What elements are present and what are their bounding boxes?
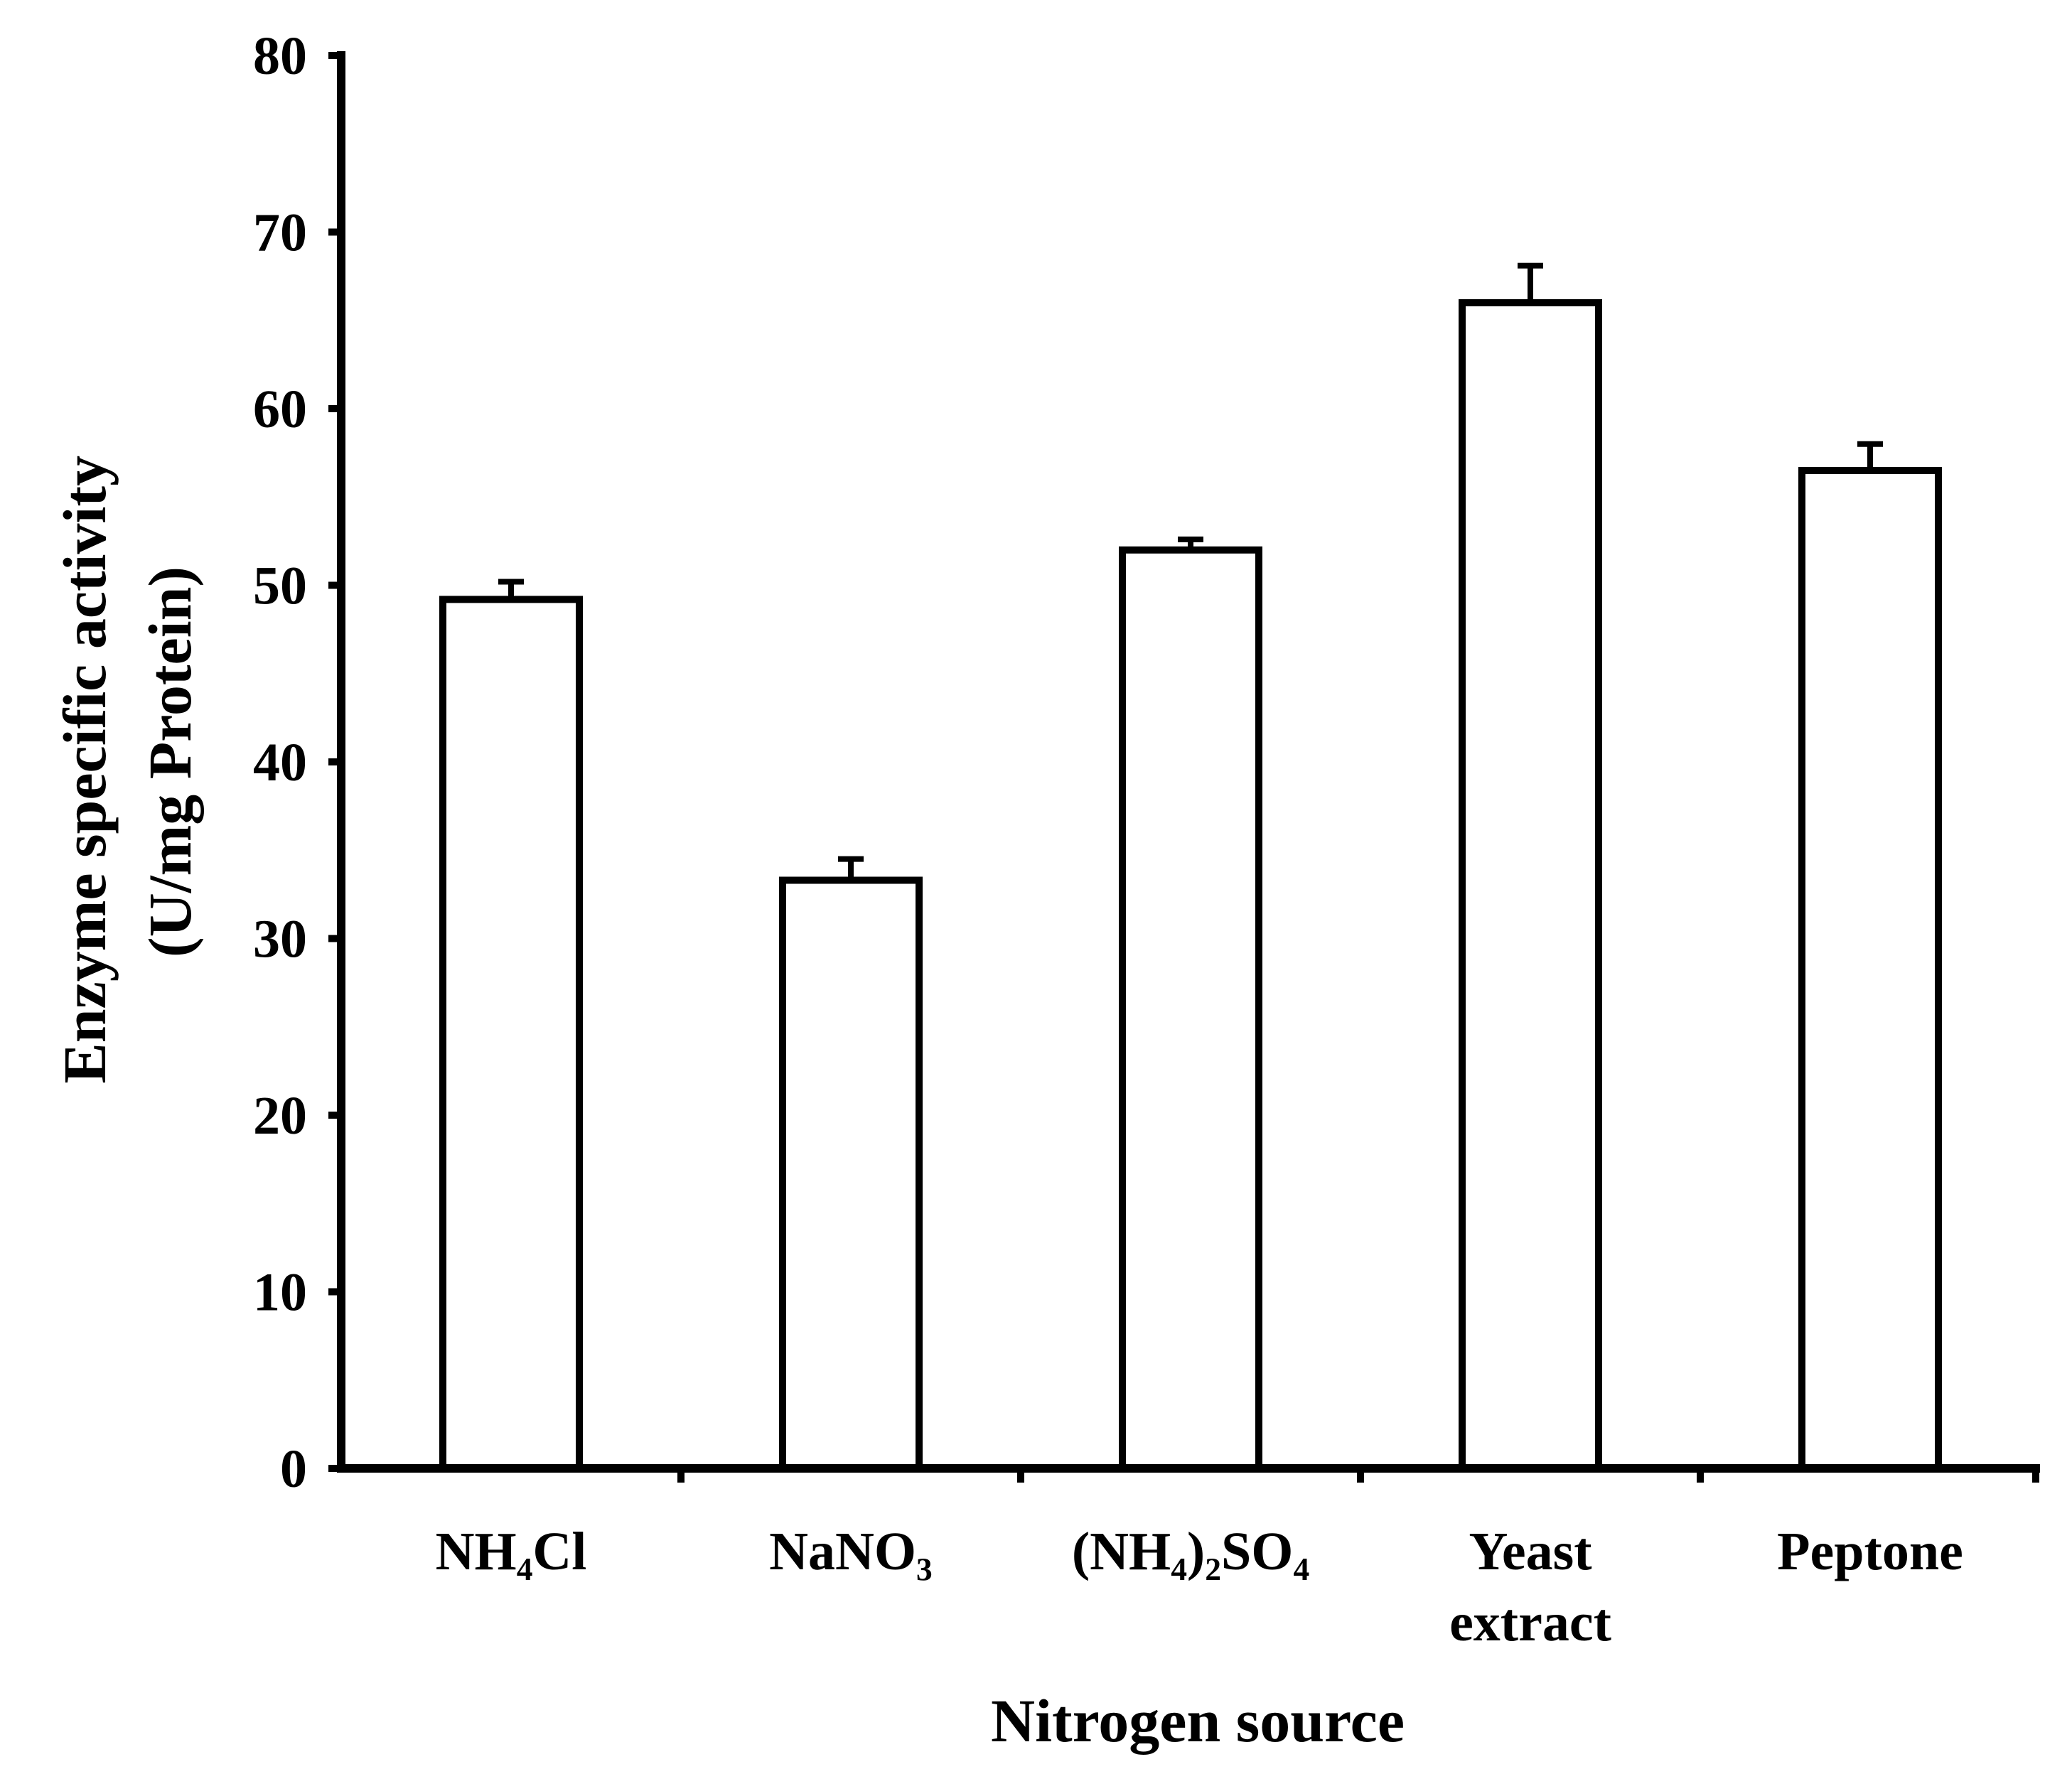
y-axis-title-line1: Enzyme specific activity: [50, 456, 119, 1084]
bar: [439, 596, 583, 1472]
y-tick-label: 80: [253, 26, 307, 86]
bar: [779, 876, 923, 1472]
x-category-label: Peptone: [1777, 1522, 1963, 1581]
x-category-label: (NH₄)₂SO₄: [1072, 1522, 1310, 1581]
x-axis-title: Nitrogen source: [991, 1687, 1405, 1755]
bars-group: [439, 299, 1942, 1472]
y-tick-label: 0: [280, 1439, 307, 1499]
x-category-label: NH₄Cl: [436, 1522, 587, 1581]
x-category-label: extract: [1449, 1593, 1611, 1652]
y-tick-label: 70: [253, 203, 307, 263]
x-category-label: NaNO₃: [769, 1522, 933, 1581]
y-tick-label: 60: [253, 380, 307, 439]
bar: [1798, 466, 1942, 1472]
x-category-label: Yeast: [1469, 1522, 1591, 1581]
y-tick-label: 40: [253, 733, 307, 792]
y-axis-title-line2: (U/mg Protein): [136, 566, 204, 957]
bar: [1119, 546, 1262, 1472]
y-tick-label: 20: [253, 1086, 307, 1146]
y-tick-label: 50: [253, 557, 307, 616]
y-tick-label: 10: [253, 1263, 307, 1323]
error-bars-group: [498, 262, 1883, 881]
category-labels: NH₄Cl NaNO₃ (NH₄)₂SO₄ Yeast extract Peptone: [436, 1522, 1963, 1652]
y-axis-ticks: 0 10 20 30 40 50 60 70 80: [253, 26, 341, 1499]
y-tick-label: 30: [253, 910, 307, 969]
bar: [1459, 299, 1602, 1472]
y-axis-title: Enzyme specific activity (U/mg Protein): [50, 440, 204, 1083]
